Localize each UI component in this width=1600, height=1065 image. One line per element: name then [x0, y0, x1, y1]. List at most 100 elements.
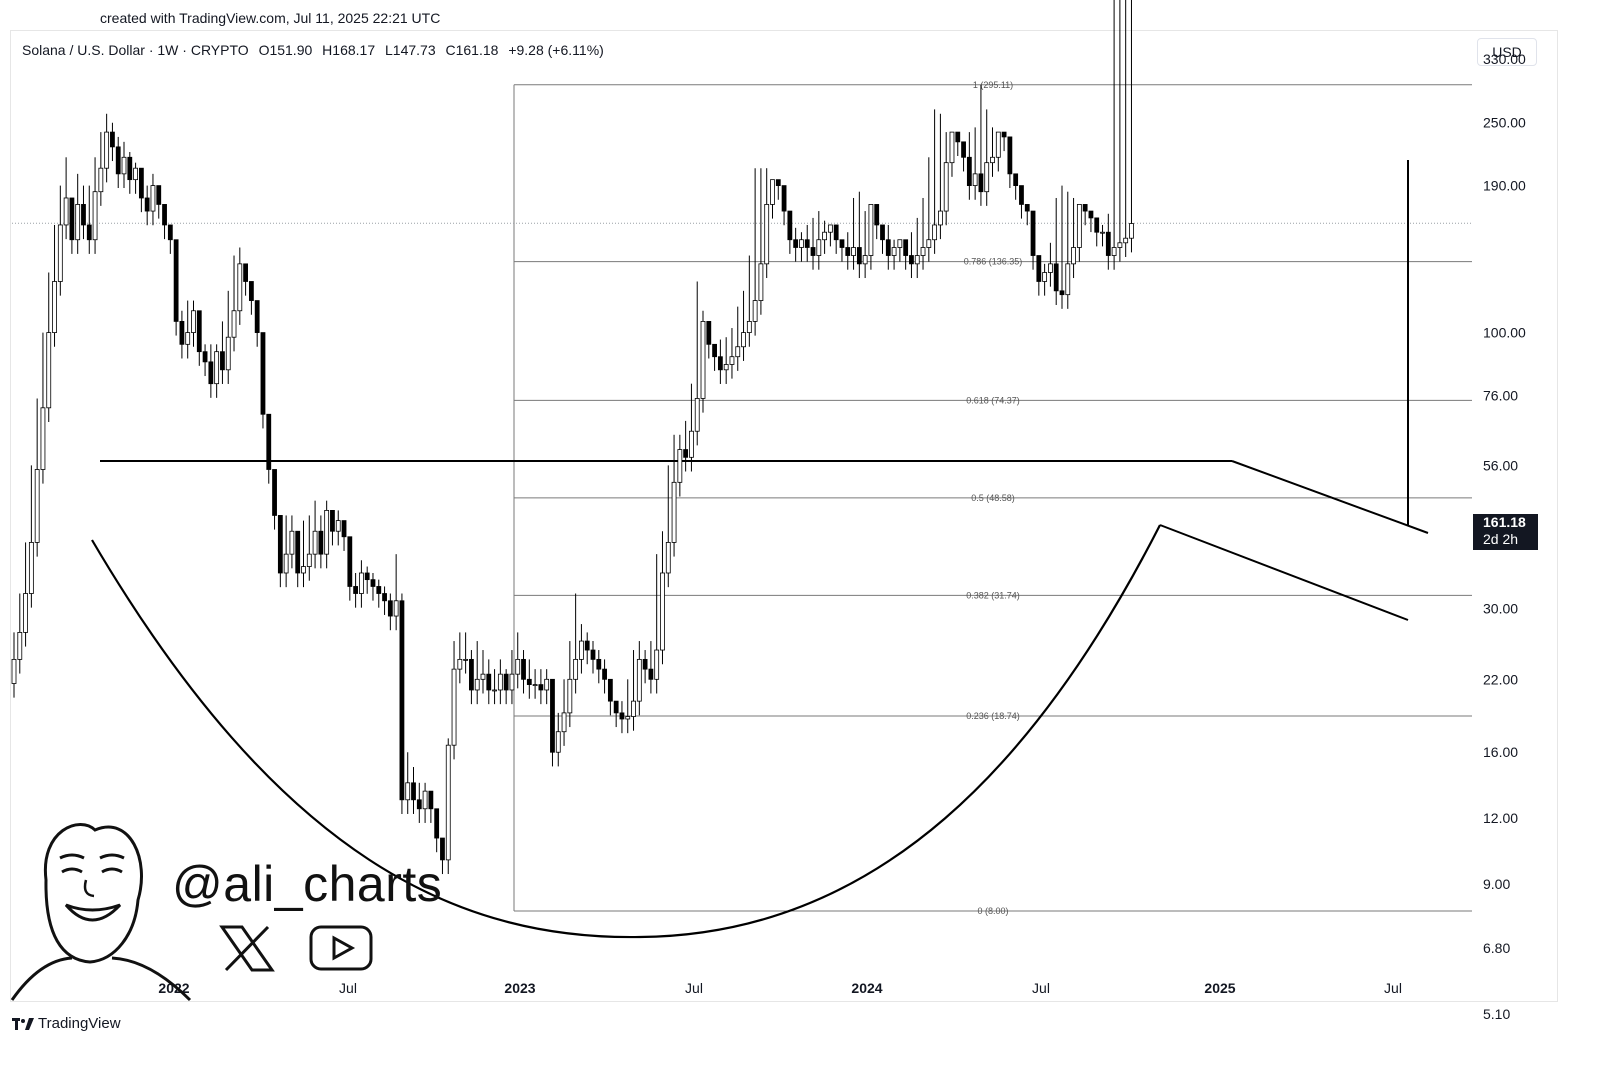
- author-handle: @ali_charts: [172, 856, 443, 912]
- candle-body: [1042, 272, 1048, 282]
- candle-body: [57, 224, 63, 282]
- candle-body: [208, 361, 214, 385]
- candle-body: [694, 398, 700, 432]
- last-price-value: 161.18: [1483, 514, 1526, 530]
- candle-body: [162, 204, 167, 226]
- candle-body: [260, 332, 266, 415]
- candle-body: [457, 658, 463, 670]
- candle-body: [827, 224, 833, 233]
- candle-body: [202, 351, 208, 363]
- candle-body: [851, 247, 856, 256]
- candle-body: [428, 790, 434, 810]
- x-logo-icon[interactable]: [219, 925, 275, 972]
- x-tick-label: Jul: [1384, 980, 1402, 996]
- candle-body: [173, 239, 179, 322]
- x-tick-label: Jul: [1032, 980, 1050, 996]
- candle-body: [683, 449, 689, 458]
- candle-body: [196, 310, 202, 353]
- candle-body: [353, 586, 359, 594]
- candle-body: [642, 658, 648, 670]
- candle-body: [1100, 231, 1105, 234]
- fib-level-label: 1 (295.11): [973, 80, 1013, 90]
- candle-body: [364, 572, 370, 581]
- candle-body: [191, 310, 196, 333]
- y-tick-label: 76.00: [1483, 387, 1518, 403]
- candle-body: [92, 191, 98, 241]
- candle-body: [318, 530, 324, 555]
- avatar-brow-left: [59, 853, 85, 860]
- candle-body: [11, 658, 17, 684]
- candle-body: [920, 247, 926, 256]
- x-tick-label: 2025: [1204, 980, 1235, 996]
- candle-body: [306, 553, 312, 567]
- candle-body: [1013, 173, 1019, 186]
- bar-countdown: 2d 2h: [1483, 531, 1519, 547]
- cup-curve: [91, 524, 1161, 939]
- x-tick-label: 2024: [851, 980, 882, 996]
- candle-body: [28, 542, 34, 594]
- tradingview-footer-label: TradingView: [38, 1015, 121, 1032]
- candle-body: [706, 321, 712, 345]
- wedge-lower-line: [1159, 524, 1409, 621]
- candle-body: [17, 632, 23, 660]
- candle-body: [949, 131, 955, 164]
- candle-body: [845, 247, 851, 256]
- time-axis: 2022 Jul 2023 Jul 2024 Jul 2025 Jul: [158, 980, 1402, 996]
- currency-button[interactable]: USD: [1477, 38, 1537, 66]
- candle-body: [167, 224, 173, 241]
- candle-body: [23, 593, 28, 633]
- candle-body: [764, 204, 770, 265]
- candle-body: [387, 600, 393, 617]
- candle-body: [833, 224, 839, 241]
- candle-body: [272, 469, 277, 516]
- candle-body: [422, 790, 428, 810]
- candle-body: [1048, 263, 1053, 273]
- avatar-eye-left: [61, 867, 83, 874]
- candle-body: [52, 281, 57, 333]
- candle-body: [607, 678, 613, 702]
- candle-body: [1123, 237, 1129, 244]
- candle-body: [584, 640, 590, 651]
- candle-body: [787, 210, 793, 241]
- y-tick-label: 12.00: [1483, 810, 1518, 826]
- candle-body: [1088, 210, 1094, 219]
- fib-level-label: 0.618 (74.37): [966, 395, 1020, 405]
- candle-body: [799, 239, 804, 248]
- candle-body: [347, 536, 353, 587]
- youtube-play-icon[interactable]: [309, 925, 373, 971]
- candle-body: [590, 649, 596, 660]
- last-price-tag: 161.18 2d 2h: [1473, 514, 1538, 550]
- candle-body: [909, 255, 914, 265]
- candle-body: [862, 255, 868, 265]
- candle-body: [469, 658, 474, 691]
- candle-body: [532, 684, 538, 686]
- candle-body: [1024, 204, 1030, 212]
- candle-body: [434, 808, 440, 839]
- created-with-label: created with TradingView.com, Jul 11, 20…: [100, 10, 441, 26]
- candle-body: [619, 712, 625, 720]
- candle-body: [822, 231, 827, 241]
- candle-body: [631, 700, 636, 717]
- fib-level-label: 0.382 (31.74): [966, 590, 1020, 600]
- candle-body: [793, 239, 799, 248]
- candle-body: [746, 321, 752, 333]
- tradingview-brand[interactable]: TradingView: [12, 1015, 121, 1032]
- candle-body: [885, 239, 891, 256]
- symbol-name[interactable]: Solana / U.S. Dollar · 1W · CRYPTO: [22, 42, 249, 58]
- candle-body: [891, 247, 897, 256]
- candle-body: [579, 640, 584, 660]
- ohlc-open: O151.90: [258, 42, 313, 58]
- candle-body: [463, 658, 469, 661]
- candle-body: [440, 837, 445, 861]
- candle-body: [1019, 185, 1024, 205]
- candle-body: [237, 263, 243, 312]
- candle-body: [1094, 217, 1100, 233]
- candle-body: [358, 572, 364, 594]
- candle-body: [46, 332, 52, 409]
- candle-body: [729, 356, 735, 365]
- candle-body: [86, 224, 92, 241]
- candle-body: [602, 668, 607, 680]
- candle-body: [654, 649, 660, 680]
- candle-body: [214, 351, 220, 385]
